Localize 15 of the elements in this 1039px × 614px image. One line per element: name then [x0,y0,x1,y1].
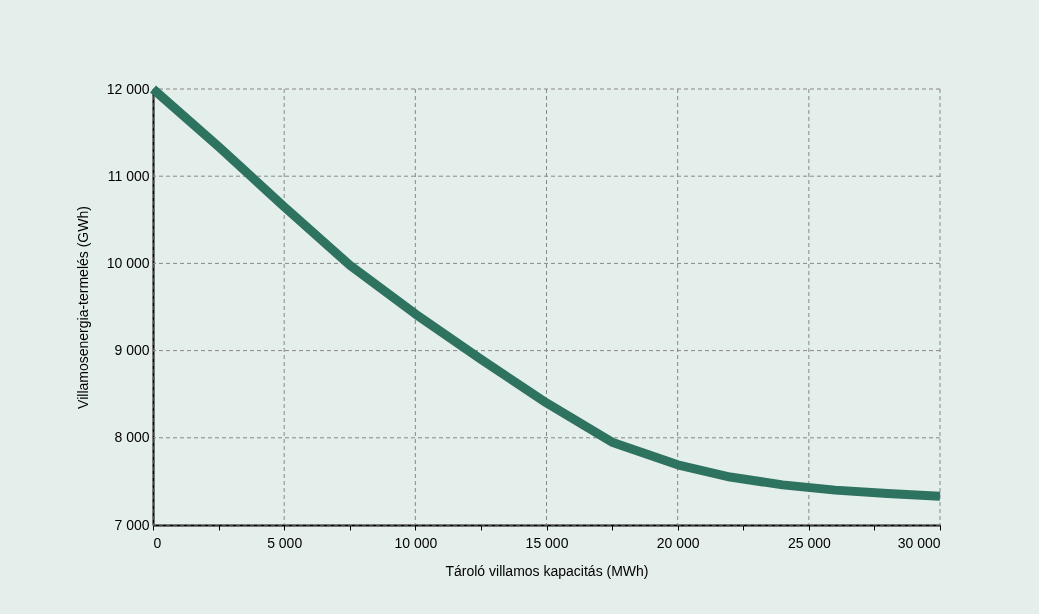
y-tick-label: 9 000 [114,342,150,359]
y-axis-title: Villamosenergia-termelés (GWh) [74,206,91,409]
x-tick-label: 0 [153,534,162,551]
x-tick-label: 10 000 [394,534,438,551]
y-tick-label: 10 000 [106,254,150,271]
y-tick-label: 12 000 [106,80,150,97]
x-tick-label: 5 000 [267,534,303,551]
x-tick-label: 20 000 [656,534,700,551]
x-tick-label: 30 000 [897,534,941,551]
x-axis-title: Tároló villamos kapacitás (MWh) [445,562,649,579]
y-tick-label: 7 000 [114,516,150,533]
y-tick-label: 8 000 [114,429,150,446]
x-tick-label: 25 000 [787,534,831,551]
y-tick-label: 11 000 [107,167,150,184]
x-tick-label: 15 000 [525,534,569,551]
